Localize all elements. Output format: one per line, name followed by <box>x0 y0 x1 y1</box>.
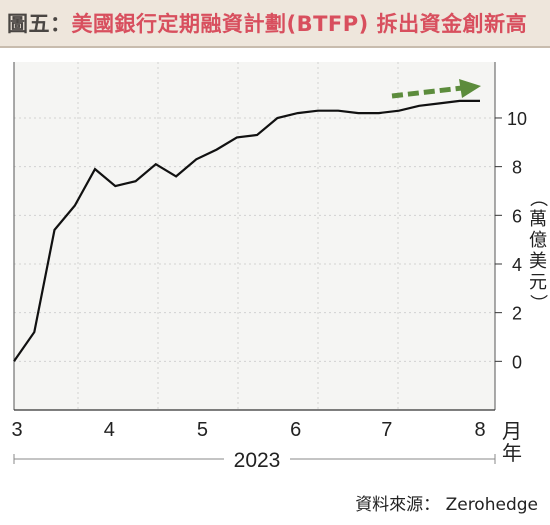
y-unit-char: 萬 <box>529 209 547 230</box>
trend-arrow-head <box>459 79 481 98</box>
trend-arrow <box>391 79 481 99</box>
y-tick-label: 6 <box>512 206 522 226</box>
x-unit-char: 年 <box>502 441 522 465</box>
x-axis-unit-label: 月年 <box>502 419 522 465</box>
grid-lines <box>14 62 495 410</box>
y-unit-char: 億 <box>529 230 547 251</box>
y-tick-label: 2 <box>512 304 522 324</box>
chart-title: 圖五：美國銀行定期融資計劃(BTFP) 拆出資金創新高 <box>7 8 527 38</box>
series-line <box>13 99 480 362</box>
y-unit-char: ） <box>527 294 548 312</box>
x-tick-label: 3 <box>12 419 23 441</box>
title-bar <box>0 0 550 46</box>
x-unit-char: 月 <box>502 419 522 443</box>
y-tick-label: 10 <box>507 109 527 129</box>
x-tick-label: 7 <box>381 419 392 441</box>
y-tick-label: 0 <box>512 352 522 372</box>
x-tick-label: 4 <box>104 419 115 441</box>
y-unit-char: 美 <box>529 251 547 272</box>
y-unit-char: （ <box>527 189 548 207</box>
x-tick-label: 8 <box>474 419 485 441</box>
axes <box>13 62 496 411</box>
y-tick-label: 4 <box>512 255 522 275</box>
x-tick-label: 6 <box>290 419 301 441</box>
year-axis: 2023 <box>13 449 496 472</box>
y-unit-char: 元 <box>529 272 547 293</box>
x-tick-label: 5 <box>197 419 208 441</box>
title-divider <box>0 46 550 48</box>
plot-background <box>14 62 495 410</box>
source-note: 資料來源： Zerohedge <box>355 495 538 515</box>
y-tick-label: 8 <box>512 158 522 178</box>
trend-arrow-shaft <box>391 85 463 99</box>
y-axis-ticks: 0 2 4 6 8 10 <box>495 109 527 372</box>
figure-label: 圖五： <box>7 12 72 36</box>
year-label: 2023 <box>234 449 281 472</box>
x-axis-ticks: 3 4 5 6 7 8 <box>12 419 486 441</box>
title-text: 美國銀行定期融資計劃(BTFP) 拆出資金創新高 <box>71 12 528 36</box>
